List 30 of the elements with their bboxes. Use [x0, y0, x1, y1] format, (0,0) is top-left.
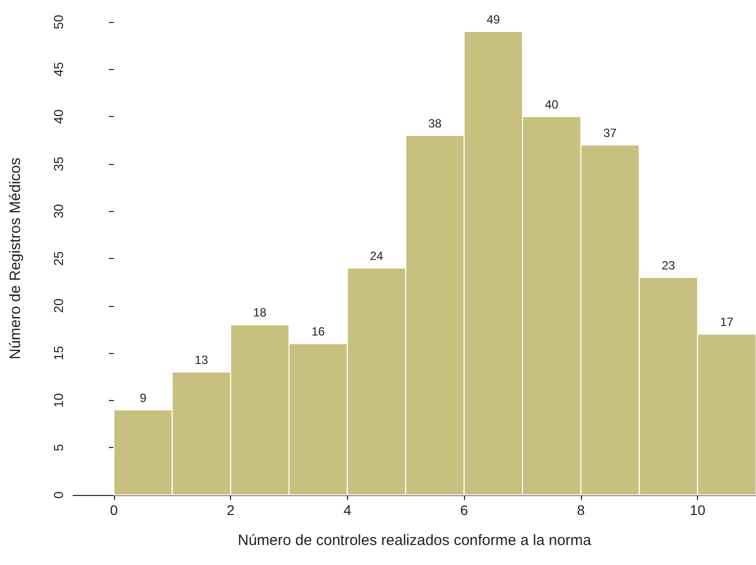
data-label: 40 [545, 98, 559, 112]
data-label: 37 [603, 126, 618, 140]
x-tick-label: 6 [460, 502, 468, 518]
y-tick-label: 35 [51, 156, 66, 172]
y-axis-title: Número de Registros Médicos [7, 158, 24, 360]
y-tick-label: 5 [51, 444, 66, 452]
data-label: 9 [140, 390, 147, 405]
x-tick-label: 10 [690, 502, 706, 518]
x-tick-label: 8 [576, 502, 585, 518]
y-tick-label: 30 [51, 204, 66, 218]
y-tick-label: 40 [51, 109, 66, 124]
data-label: 13 [194, 353, 208, 368]
y-tick-label: 10 [51, 393, 66, 408]
data-label: 16 [312, 324, 326, 339]
x-axis-title: Número de controles realizados conforme a la norma [238, 532, 592, 549]
data-label: 49 [486, 12, 500, 26]
y-tick-label: 15 [51, 346, 66, 360]
data-label: 23 [662, 258, 676, 272]
y-tick-label: 50 [51, 14, 66, 30]
x-tick-label: 0 [110, 502, 118, 518]
data-label: 24 [370, 248, 384, 263]
data-label: 17 [720, 315, 734, 330]
x-tick-label: 2 [226, 502, 235, 518]
y-tick-label: 25 [51, 251, 66, 266]
y-tick-label: 20 [51, 298, 66, 314]
data-label: 38 [428, 116, 442, 131]
y-tick-label: 0 [51, 491, 66, 499]
y-tick-label: 45 [51, 62, 66, 77]
x-tick-label: 4 [343, 502, 352, 518]
data-label: 18 [253, 306, 267, 320]
